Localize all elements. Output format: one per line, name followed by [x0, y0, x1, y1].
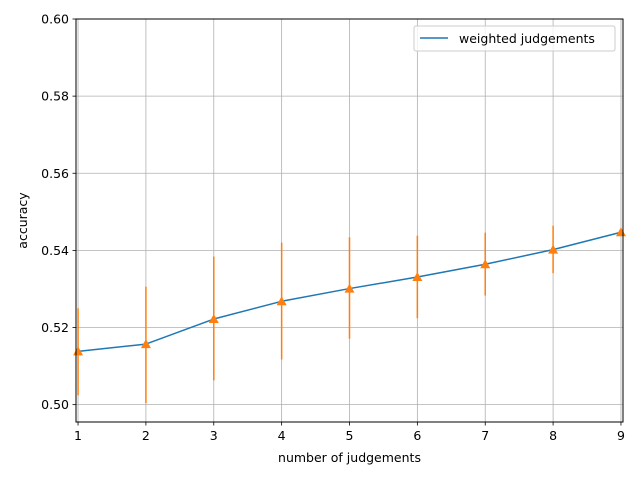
legend-box	[413, 25, 616, 52]
x-tick-label: 6	[413, 428, 421, 443]
y-tick-label: 0.50	[41, 397, 69, 412]
triangle-marker	[480, 259, 491, 269]
x-tick-label: 9	[617, 428, 625, 443]
x-tick-label: 1	[74, 428, 82, 443]
y-tick-label: 0.58	[41, 89, 69, 104]
y-tick-label: 0.54	[41, 243, 69, 258]
x-tick-label: 3	[210, 428, 218, 443]
x-tick-label: 8	[549, 428, 557, 443]
grid-lines	[76, 18, 623, 422]
triangle-marker	[412, 271, 423, 281]
y-axis-label: accuracy	[15, 192, 30, 249]
y-axis-ticks: 0.50 0.52 0.54 0.56 0.58 0.60	[41, 12, 76, 412]
legend-label: weighted judgements	[459, 31, 595, 46]
y-tick-label: 0.52	[41, 320, 69, 335]
x-tick-label: 7	[481, 428, 489, 443]
triangle-marker	[344, 283, 355, 293]
y-tick-label: 0.56	[41, 166, 69, 181]
x-tick-label: 4	[278, 428, 286, 443]
triangle-marker	[208, 314, 219, 324]
triangle-marker	[276, 296, 287, 306]
x-axis-ticks: 1 2 3 4 5 6 7 8 9	[74, 422, 625, 443]
x-axis-label: number of judgements	[278, 450, 421, 465]
triangle-marker	[548, 244, 559, 254]
y-tick-label: 0.60	[41, 12, 69, 27]
x-tick-label: 5	[346, 428, 354, 443]
triangle-marker	[140, 339, 151, 349]
x-tick-label: 2	[142, 428, 150, 443]
legend: weighted judgements	[413, 25, 616, 52]
